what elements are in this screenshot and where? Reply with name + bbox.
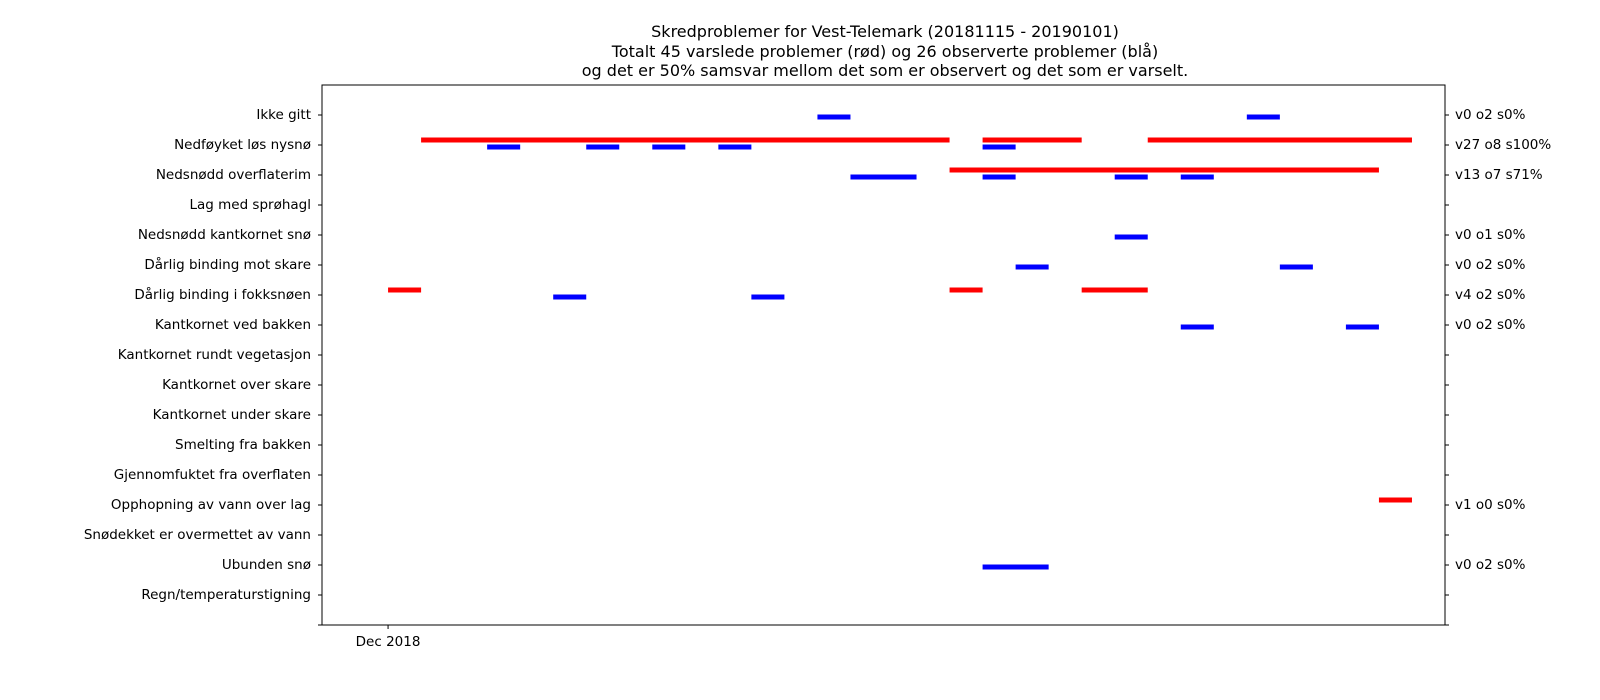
category-label-regn-temperaturstigning: Regn/temperaturstigning — [141, 587, 311, 603]
stat-label-ikke-gitt: v0 o2 s0% — [1455, 107, 1526, 123]
category-label-ikke-gitt: Ikke gitt — [256, 107, 311, 123]
category-label-kantkornet-over-skare: Kantkornet over skare — [162, 377, 311, 393]
category-label-smelting-fra-bakken: Smelting fra bakken — [175, 437, 311, 453]
plot-area-frame — [321, 84, 1446, 626]
category-label-kantkornet-ved-bakken: Kantkornet ved bakken — [155, 317, 311, 333]
stat-label-darlig-binding-i-fokksnoen: v4 o2 s0% — [1455, 287, 1526, 303]
stat-label-nedfoyket-los-nysno: v27 o8 s100% — [1455, 137, 1551, 153]
left-y-ticks — [318, 114, 322, 626]
stat-label-darlig-binding-mot-skare: v0 o2 s0% — [1455, 257, 1526, 273]
category-label-nedsnodd-overflaterim: Nedsnødd overflaterim — [156, 167, 311, 183]
chart-title-line-2: Totalt 45 varslede problemer (rød) og 26… — [611, 42, 1158, 61]
problem-bars — [388, 114, 1412, 570]
category-label-gjennomfuktet-fra-overflaten: Gjennomfuktet fra overflaten — [114, 467, 311, 483]
category-label-darlig-binding-mot-skare: Dårlig binding mot skare — [144, 256, 311, 273]
category-label-nedsnodd-kantkornet-sno: Nedsnødd kantkornet snø — [138, 227, 311, 243]
right-y-ticks — [1445, 114, 1449, 626]
x-axis: Dec 2018 — [356, 625, 421, 650]
category-labels: Ikke gitt Nedføyket løs nysnø Nedsnødd ove… — [84, 107, 311, 603]
category-label-lag-med-sprohagl: Lag med sprøhagl — [189, 197, 311, 213]
category-label-snodekket-er-overmettet-av-vann: Snødekket er overmettet av vann — [84, 527, 311, 543]
stat-label-opphopning-av-vann-over-lag: v1 o0 s0% — [1455, 497, 1526, 513]
x-tick-label: Dec 2018 — [356, 634, 421, 650]
right-stat-labels: v0 o2 s0% v27 o8 s100% v13 o7 s71% v0 o1 s0… — [1455, 107, 1551, 573]
category-label-opphopning-av-vann-over-lag: Opphopning av vann over lag — [111, 497, 311, 513]
stat-label-ubunden-sno: v0 o2 s0% — [1455, 557, 1526, 573]
category-label-kantkornet-rundt-vegetasjon: Kantkornet rundt vegetasjon — [118, 347, 311, 363]
category-label-ubunden-sno: Ubunden snø — [222, 557, 311, 573]
stat-label-nedsnodd-kantkornet-sno: v0 o1 s0% — [1455, 227, 1526, 243]
category-label-nedfoyket-los-nysno: Nedføyket løs nysnø — [174, 137, 311, 153]
category-label-kantkornet-under-skare: Kantkornet under skare — [153, 407, 311, 423]
chart-title-line-3: og det er 50% samsvar mellom det som er … — [582, 61, 1188, 80]
stat-label-kantkornet-ved-bakken: v0 o2 s0% — [1455, 317, 1526, 333]
stat-label-nedsnodd-overflaterim: v13 o7 s71% — [1455, 167, 1543, 183]
chart-title-line-1: Skredproblemer for Vest-Telemark (201811… — [651, 22, 1119, 41]
category-label-darlig-binding-i-fokksnoen: Dårlig binding i fokksnøen — [134, 286, 311, 303]
